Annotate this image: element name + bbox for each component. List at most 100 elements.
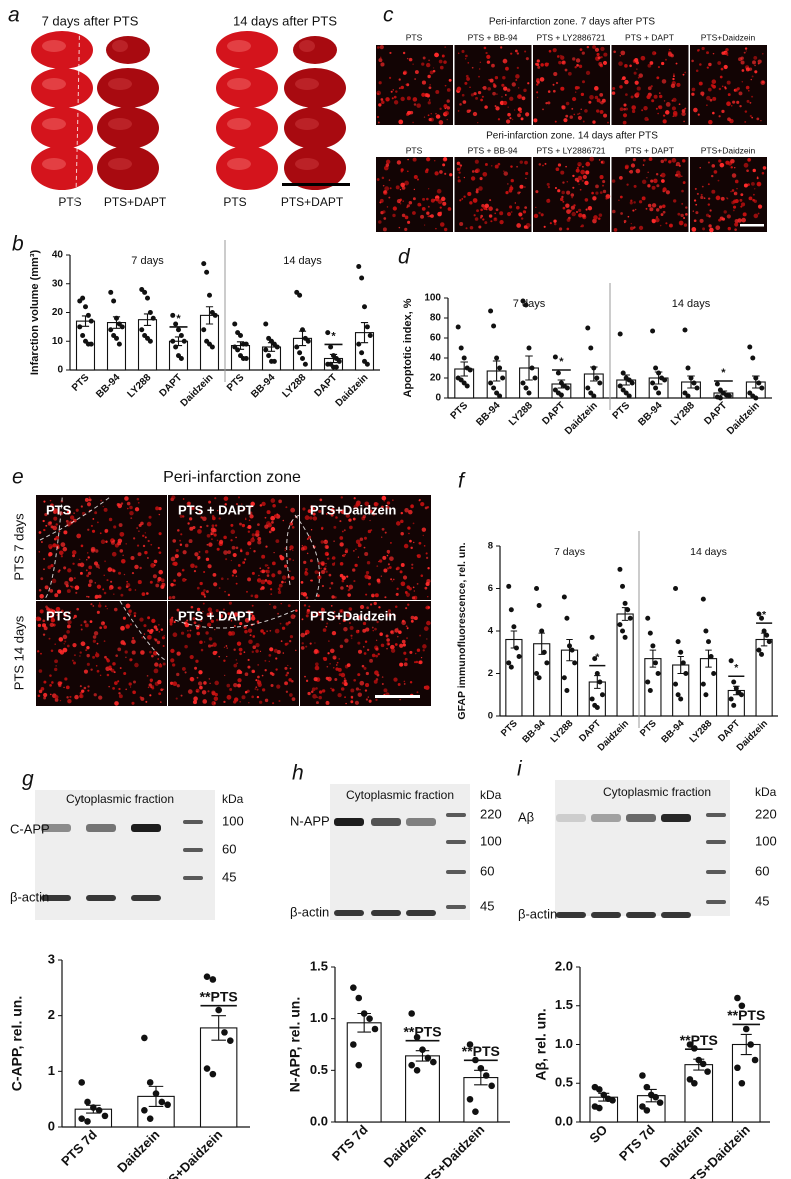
cell-spot <box>268 530 272 534</box>
cell-spot <box>367 506 371 510</box>
cell-spot <box>661 61 665 66</box>
data-point <box>629 380 635 386</box>
cell-spot <box>361 664 365 668</box>
cell-spot <box>363 652 367 655</box>
cell-spot <box>536 96 539 99</box>
cell-spot <box>216 509 219 512</box>
cell-spot <box>372 512 376 516</box>
cell-spot <box>96 610 100 614</box>
data-point <box>88 318 94 324</box>
cell-spot <box>56 614 59 617</box>
cell-spot <box>630 223 632 225</box>
cell-spot <box>198 670 203 675</box>
cell-spot <box>365 627 370 632</box>
cell-spot <box>333 512 336 514</box>
cell-spot <box>271 573 276 578</box>
cell-spot <box>123 671 127 675</box>
cell-spot <box>236 662 238 665</box>
cell-spot <box>316 611 322 616</box>
cell-spot <box>653 178 658 184</box>
cell-spot <box>264 669 267 672</box>
cell-spot <box>376 115 380 119</box>
cell-spot <box>548 49 552 53</box>
y-tick-label: 1.0 <box>310 1010 328 1025</box>
marker-label: 220 <box>480 806 502 821</box>
data-point <box>520 298 526 304</box>
cell-spot <box>578 213 583 218</box>
cell-spot <box>408 532 410 535</box>
cell-spot <box>576 179 580 183</box>
cell-spot <box>227 578 229 580</box>
cell-spot <box>538 163 542 166</box>
cell-spot <box>505 119 511 124</box>
data-point <box>170 338 176 344</box>
cell-spot <box>602 180 606 184</box>
cell-spot <box>70 515 75 520</box>
data-point <box>146 1115 154 1122</box>
cell-spot <box>305 568 308 571</box>
cell-spot <box>474 217 479 221</box>
cell-spot <box>546 198 551 203</box>
blot-title: Cytoplasmic fraction <box>603 785 711 799</box>
cell-spot <box>629 226 634 231</box>
cell-spot <box>510 165 513 168</box>
cell-spot <box>399 570 403 574</box>
cell-spot <box>325 676 329 680</box>
cell-spot <box>381 176 385 180</box>
data-point <box>532 375 538 381</box>
cell-spot <box>257 540 262 545</box>
bar <box>731 1043 761 1123</box>
cell-spot <box>427 74 431 79</box>
cell-spot <box>148 683 152 687</box>
cell-spot <box>511 118 514 121</box>
cell-spot <box>300 632 306 638</box>
cell-spot <box>405 83 408 86</box>
cell-spot <box>94 582 97 584</box>
cell-spot <box>176 684 180 688</box>
cell-spot <box>394 605 398 609</box>
cell-spot <box>80 624 83 627</box>
data-point <box>534 671 540 676</box>
cell-spot <box>683 216 686 219</box>
cell-spot <box>66 696 69 699</box>
cell-spot <box>370 529 373 532</box>
cell-spot <box>125 543 127 545</box>
panel-letter: d <box>398 246 411 269</box>
data-point <box>108 289 114 295</box>
cell-spot <box>426 638 428 640</box>
cell-spot <box>651 51 657 56</box>
cell-spot <box>250 616 256 621</box>
cell-spot <box>630 163 636 168</box>
cell-spot <box>721 109 725 114</box>
cell-spot <box>430 113 432 115</box>
data-point <box>647 630 653 636</box>
data-point <box>139 327 145 333</box>
cell-spot <box>142 544 146 548</box>
cell-spot <box>482 87 484 89</box>
cell-spot <box>318 695 322 700</box>
cell-spot <box>599 101 601 104</box>
data-point <box>147 338 153 344</box>
cell-spot <box>303 604 307 607</box>
cell-spot <box>444 172 447 175</box>
cell-spot <box>72 554 76 558</box>
cell-spot <box>575 58 581 63</box>
cell-spot <box>37 694 41 698</box>
cell-spot <box>251 571 255 575</box>
cell-spot <box>599 110 604 114</box>
error-bar <box>211 1015 226 1041</box>
cell-spot <box>247 525 252 529</box>
x-tick-label: BB-94 <box>249 372 278 401</box>
data-point <box>569 647 575 653</box>
cell-spot <box>276 684 281 689</box>
cell-spot <box>682 181 686 184</box>
cell-spot <box>199 581 203 586</box>
cell-spot <box>364 501 370 507</box>
cell-spot <box>640 55 646 61</box>
data-point <box>305 338 311 344</box>
cell-spot <box>192 700 198 705</box>
cell-spot <box>517 113 521 118</box>
cell-spot <box>557 163 562 167</box>
cell-spot <box>647 86 652 91</box>
data-point <box>704 1068 711 1075</box>
